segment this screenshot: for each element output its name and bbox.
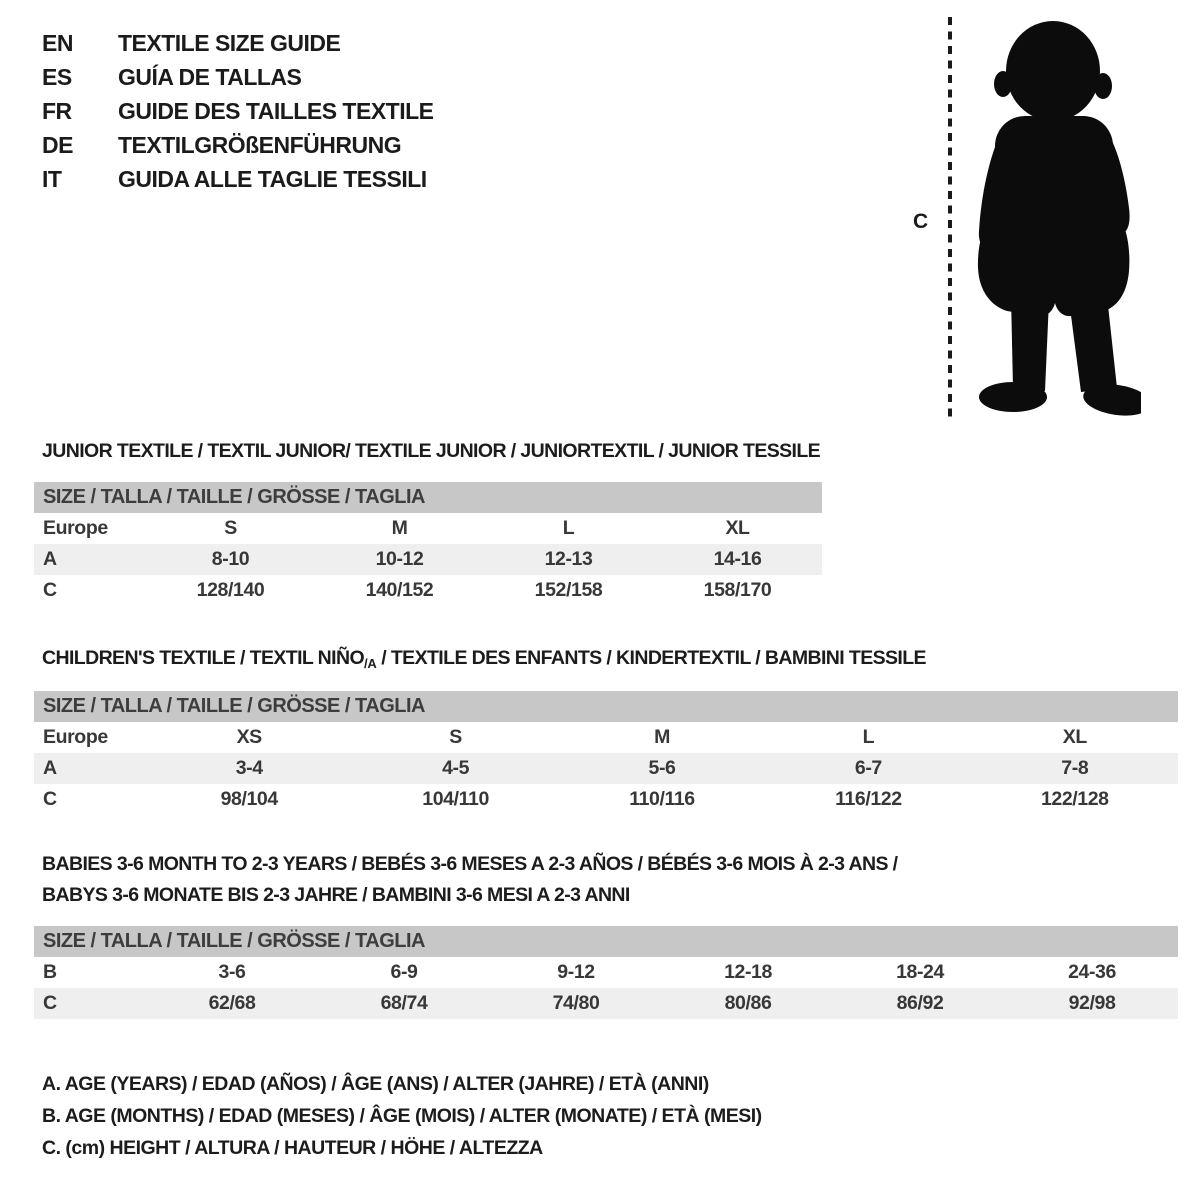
table-row: A 3-4 4-5 5-6 6-7 7-8: [34, 753, 1178, 784]
cell: 92/98: [1068, 992, 1116, 1014]
measurement-legend: A. AGE (YEARS) / EDAD (AÑOS) / ÂGE (ANS)…: [42, 1068, 762, 1164]
legend-line-c: C. (cm) HEIGHT / ALTURA / HAUTEUR / HÖHE…: [42, 1137, 543, 1159]
cell: 4-5: [442, 757, 470, 779]
row-label: Europe: [43, 517, 108, 539]
row-label: C: [43, 579, 57, 601]
cell: L: [562, 517, 575, 539]
cell: 3-4: [235, 757, 263, 779]
toddler-silhouette-icon: [977, 21, 1141, 416]
table-row: Europe S M L XL: [34, 513, 822, 544]
junior-size-table: SIZE / TALLA / TAILLE / GRÖSSE / TAGLIA …: [34, 482, 822, 606]
cell: M: [654, 726, 670, 748]
babies-section-title: BABIES 3-6 MONTH TO 2-3 YEARS / BEBÉS 3-…: [42, 849, 898, 911]
size-header-bar: SIZE / TALLA / TAILLE / GRÖSSE / TAGLIA: [34, 926, 1178, 957]
cell: 116/122: [835, 788, 902, 810]
cell: 18-24: [896, 961, 944, 983]
cell: 3-6: [218, 961, 246, 983]
cell: 10-12: [375, 548, 424, 570]
cell: S: [449, 726, 462, 748]
children-section-title: CHILDREN'S TEXTILE / TEXTIL NIÑO/A / TEX…: [42, 643, 927, 679]
row-label: C: [43, 992, 57, 1014]
title-text: CHILDREN'S TEXTILE / TEXTIL NIÑO: [42, 647, 365, 669]
cell: 12-18: [724, 961, 772, 983]
height-dashed-line: [948, 17, 952, 421]
language-title-list: EN TEXTILE SIZE GUIDE ES GUÍA DE TALLAS …: [42, 26, 434, 196]
lang-row-en: EN TEXTILE SIZE GUIDE: [42, 26, 434, 60]
cell: 140/152: [365, 579, 434, 601]
cell: S: [224, 517, 237, 539]
lang-row-de: DE TEXTILGRÖßENFÜHRUNG: [42, 128, 434, 162]
cell: 8-10: [211, 548, 250, 570]
lang-code: ES: [42, 63, 72, 90]
lang-row-es: ES GUÍA DE TALLAS: [42, 60, 434, 94]
table-row: C 98/104 104/110 110/116 116/122 122/128: [34, 784, 1178, 815]
size-header-bar: SIZE / TALLA / TAILLE / GRÖSSE / TAGLIA: [34, 691, 1178, 722]
table-row: B 3-6 6-9 9-12 12-18 18-24 24-36: [34, 957, 1178, 988]
cell: 86/92: [896, 992, 944, 1014]
row-label: C: [43, 788, 57, 810]
cell: 110/116: [629, 788, 695, 810]
lang-title: GUÍA DE TALLAS: [118, 63, 302, 90]
cell: 12-13: [544, 548, 593, 570]
lang-title: GUIDA ALLE TAGLIE TESSILI: [118, 165, 427, 192]
cell: 68/74: [380, 992, 428, 1014]
legend-line-b: B. AGE (MONTHS) / EDAD (MESES) / ÂGE (MO…: [42, 1105, 762, 1127]
row-label: Europe: [43, 726, 108, 748]
cell: 14-16: [713, 548, 762, 570]
height-measure-figure: C: [903, 14, 1171, 426]
table-row: Europe XS S M L XL: [34, 722, 1178, 753]
cell: 80/86: [724, 992, 772, 1014]
cell: 5-6: [648, 757, 676, 779]
lang-title: TEXTILE SIZE GUIDE: [118, 29, 341, 56]
cell: 98/104: [220, 788, 279, 810]
cell: 6-9: [390, 961, 418, 983]
cell: 158/170: [703, 579, 772, 601]
cell: 104/110: [422, 788, 489, 810]
row-label: B: [43, 961, 57, 983]
row-label: A: [43, 757, 57, 779]
table-row: C 62/68 68/74 74/80 80/86 86/92 92/98: [34, 988, 1178, 1019]
title-subscript: /A: [364, 656, 377, 671]
cell: L: [862, 726, 875, 748]
junior-section-title: JUNIOR TEXTILE / TEXTIL JUNIOR/ TEXTILE …: [42, 440, 821, 462]
legend-line-a: A. AGE (YEARS) / EDAD (AÑOS) / ÂGE (ANS)…: [42, 1073, 709, 1095]
cell: XS: [236, 726, 263, 748]
cell: 128/140: [196, 579, 265, 601]
cell: 24-36: [1068, 961, 1116, 983]
children-size-table: SIZE / TALLA / TAILLE / GRÖSSE / TAGLIA …: [34, 691, 1178, 815]
table-row: A 8-10 10-12 12-13 14-16: [34, 544, 822, 575]
lang-code: IT: [42, 165, 62, 192]
cell: 74/80: [552, 992, 600, 1014]
height-measure-label: C: [913, 210, 929, 233]
lang-title: TEXTILGRÖßENFÜHRUNG: [118, 131, 402, 158]
cell: XL: [1062, 726, 1088, 748]
cell: 9-12: [557, 961, 595, 983]
lang-code: DE: [42, 131, 73, 158]
cell: M: [391, 517, 408, 539]
table-row: C 128/140 140/152 152/158 158/170: [34, 575, 822, 606]
title-line-1: BABIES 3-6 MONTH TO 2-3 YEARS / BEBÉS 3-…: [42, 853, 898, 875]
lang-row-it: IT GUIDA ALLE TAGLIE TESSILI: [42, 162, 434, 196]
cell: XL: [725, 517, 750, 539]
babies-size-table: SIZE / TALLA / TAILLE / GRÖSSE / TAGLIA …: [34, 926, 1178, 1019]
row-label: A: [43, 548, 57, 570]
cell: 122/128: [1040, 788, 1109, 810]
lang-code: EN: [42, 29, 73, 56]
lang-row-fr: FR GUIDE DES TAILLES TEXTILE: [42, 94, 434, 128]
title-line-2: BABYS 3-6 MONATE BIS 2-3 JAHRE / BAMBINI…: [42, 884, 630, 906]
cell: 7-8: [1061, 757, 1089, 779]
cell: 62/68: [208, 992, 256, 1014]
lang-code: FR: [42, 97, 72, 124]
size-header-bar: SIZE / TALLA / TAILLE / GRÖSSE / TAGLIA: [34, 482, 822, 513]
cell: 152/158: [534, 579, 603, 601]
title-text: / TEXTILE DES ENFANTS / KINDERTEXTIL / B…: [376, 647, 926, 669]
lang-title: GUIDE DES TAILLES TEXTILE: [118, 97, 434, 124]
cell: 6-7: [854, 757, 882, 779]
